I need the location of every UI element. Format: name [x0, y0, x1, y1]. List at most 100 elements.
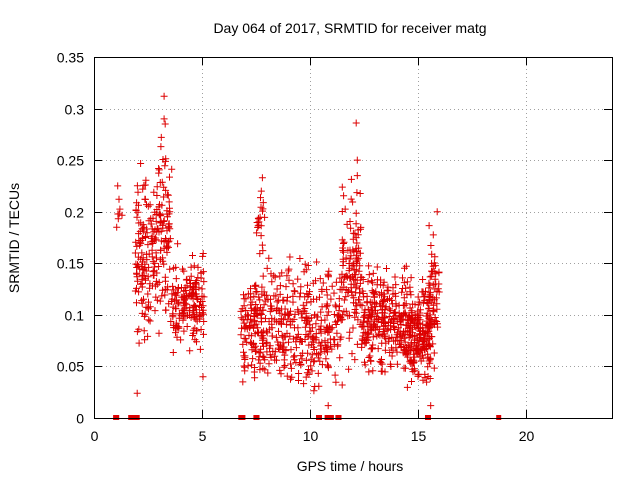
- data-point: [276, 282, 284, 290]
- data-point: [346, 218, 354, 225]
- data-point: [237, 331, 245, 339]
- data-point: [408, 332, 416, 340]
- data-point: [400, 279, 408, 287]
- data-point: [238, 324, 245, 332]
- data-point: [419, 276, 427, 283]
- data-point: [369, 279, 377, 287]
- data-point: [361, 358, 368, 366]
- data-point: [285, 265, 293, 273]
- data-point: [189, 329, 197, 337]
- data-point: [169, 349, 177, 356]
- data-point: [157, 212, 165, 220]
- data-point: [160, 217, 168, 225]
- data-point: [433, 208, 441, 216]
- data-point: [241, 354, 249, 362]
- data-point: [363, 298, 371, 306]
- data-point: [272, 292, 280, 300]
- data-point: [378, 291, 385, 299]
- y-axis-label: SRMTID / TECUs: [6, 183, 22, 293]
- data-point: [255, 356, 263, 364]
- data-point: [144, 332, 152, 340]
- data-point: [253, 310, 261, 318]
- data-point: [156, 210, 164, 218]
- y-tick-label: 0.05: [57, 359, 84, 375]
- data-point: [263, 264, 271, 272]
- data-point: [399, 285, 406, 292]
- data-point: [279, 339, 287, 347]
- data-point: [247, 332, 255, 340]
- data-point: [403, 278, 411, 286]
- data-point: [276, 290, 284, 298]
- data-point: [421, 331, 429, 339]
- data-point: [194, 263, 202, 271]
- data-point: [257, 345, 265, 353]
- data-point: [142, 233, 149, 240]
- data-point: [157, 218, 165, 226]
- data-point: [277, 370, 285, 378]
- data-point: [429, 307, 437, 314]
- data-point: [314, 369, 322, 377]
- data-point: [365, 262, 373, 270]
- data-point: [251, 305, 259, 313]
- data-point: [297, 361, 305, 369]
- data-point: [174, 300, 182, 308]
- data-point: [396, 313, 404, 321]
- data-point: [318, 361, 326, 369]
- chart-title: Day 064 of 2017, SRMTID for receiver mat…: [213, 20, 486, 36]
- data-point: [200, 278, 208, 286]
- data-point: [397, 330, 405, 338]
- data-point: [155, 211, 163, 219]
- data-point: [359, 322, 367, 330]
- data-point: [177, 293, 185, 301]
- data-point: [172, 275, 180, 283]
- data-point: [379, 309, 387, 317]
- data-point: [284, 315, 292, 323]
- data-point: [327, 342, 334, 350]
- data-point: [258, 334, 266, 342]
- data-point: [309, 335, 317, 343]
- data-point: [399, 302, 407, 309]
- data-point: [328, 282, 336, 290]
- data-point: [246, 323, 254, 331]
- data-point: [286, 253, 294, 261]
- data-point: [303, 369, 311, 377]
- data-point: [353, 156, 361, 164]
- data-point: [144, 290, 152, 298]
- data-point: [401, 264, 408, 272]
- data-point: [268, 278, 276, 286]
- data-point: [259, 306, 267, 314]
- data-point: [138, 299, 146, 307]
- data-point: [311, 311, 318, 319]
- data-point: [346, 255, 354, 263]
- data-point: [367, 325, 375, 333]
- data-point: [149, 282, 156, 290]
- data-point: [364, 336, 372, 344]
- data-point: [155, 329, 163, 337]
- data-point: [403, 351, 411, 359]
- data-point: [310, 357, 318, 365]
- data-point: [416, 316, 424, 324]
- data-point: [383, 326, 391, 334]
- data-point: [317, 345, 325, 353]
- data-point: [352, 209, 360, 217]
- data-point: [425, 222, 433, 230]
- data-point: [190, 262, 198, 270]
- data-point: [165, 237, 173, 245]
- data-point: [395, 340, 403, 348]
- y-tick-label: 0.15: [57, 256, 84, 272]
- data-point: [428, 259, 436, 267]
- data-point: [155, 166, 163, 174]
- data-point: [242, 307, 250, 314]
- data-point: [283, 272, 291, 280]
- data-point: [294, 324, 302, 332]
- data-point: [276, 272, 284, 280]
- data-point: [157, 133, 165, 141]
- data-point: [303, 317, 311, 325]
- data-point: [304, 262, 312, 269]
- data-point: [382, 303, 390, 311]
- data-point: [273, 285, 281, 293]
- data-point: [431, 275, 439, 283]
- data-point: [306, 321, 314, 329]
- data-point: [290, 315, 298, 323]
- data-point: [145, 250, 153, 258]
